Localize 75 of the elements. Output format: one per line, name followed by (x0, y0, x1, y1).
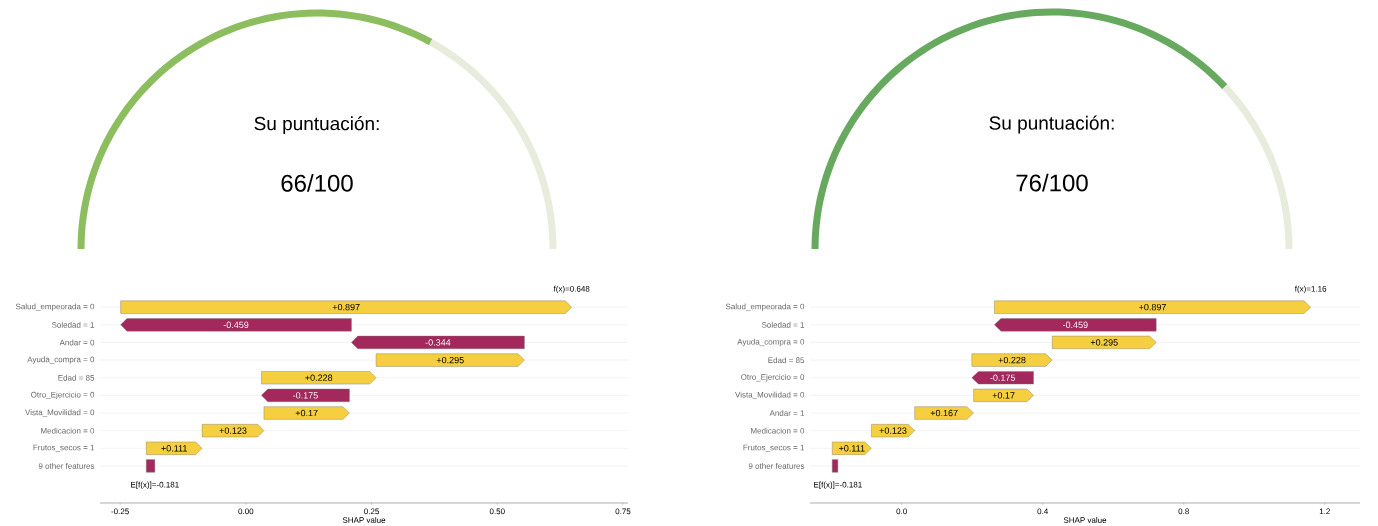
bar (146, 459, 156, 473)
x-axis-title: SHAP value (342, 517, 386, 523)
bar (261, 371, 377, 385)
data-label: -0.344 (425, 339, 451, 346)
text: Su puntuación: (254, 116, 379, 135)
data-label: +0.17 (295, 409, 318, 417)
y-tick-label: 9 other features (748, 463, 805, 469)
bar (120, 318, 352, 332)
y-tick-label: Ayuda_compra = 0 (27, 356, 95, 364)
data-label: +0.123 (219, 427, 247, 434)
data-label: +0.897 (1139, 303, 1166, 311)
y-tick-label: 9 other features (38, 463, 95, 469)
bar (973, 388, 1034, 402)
data-label: +0.295 (436, 356, 464, 364)
x-tick-label: 0.75 (615, 508, 631, 515)
y-tick-label: Medicacion = 0 (41, 427, 95, 434)
text: 76/100 (1016, 173, 1088, 192)
y-tick-label: Vista_Movilidad = 0 (25, 409, 95, 417)
text: E[f(x)]=-0.181 (131, 481, 179, 490)
bar (351, 335, 525, 349)
y-tick-label: Frutos_secos = 1 (33, 444, 95, 452)
y-tick-label: Edad = 85 (58, 374, 95, 381)
y-tick-label: Ayuda_compra = 0 (737, 338, 805, 347)
y-tick-label: Vista_Movilidad = 0 (735, 391, 805, 400)
text: E[f(x)]=-0.181 (814, 481, 862, 490)
x-tick-label: 0.0 (896, 508, 907, 515)
y-tick-label: Otro_Ejercicio = 0 (741, 373, 805, 382)
bar (971, 371, 1034, 385)
data-label: +0.17 (992, 392, 1015, 399)
y-tick-label: Soledad = 1 (51, 321, 95, 328)
bar (994, 300, 1311, 314)
bar (263, 406, 350, 420)
bar (1052, 335, 1157, 349)
bar (120, 300, 572, 314)
bar (832, 459, 839, 473)
bar (201, 424, 265, 438)
data-label: +0.897 (332, 303, 360, 311)
bar (261, 388, 350, 402)
x-tick-label: 0.25 (364, 508, 379, 515)
bar (994, 318, 1157, 332)
x-tick-label: 0.8 (1178, 508, 1189, 515)
data-label: -0.175 (990, 374, 1016, 381)
data-label: -0.459 (223, 321, 249, 328)
x-tick-label: 0.4 (1037, 508, 1049, 515)
data-label: +0.295 (1090, 339, 1118, 346)
x-axis-title: SHAP value (1063, 517, 1107, 523)
text: f(x)=0.648 (553, 285, 590, 294)
data-label: +0.167 (930, 409, 958, 417)
x-tick-label: 0.50 (489, 508, 505, 515)
data-label: +0.228 (998, 356, 1026, 364)
bar (146, 441, 203, 455)
x-tick-label: -0.25 (111, 508, 129, 515)
y-tick-label: Edad = 85 (768, 357, 805, 364)
data-label: -0.175 (293, 392, 318, 399)
data-label: -0.459 (1062, 321, 1088, 328)
text: 66/100 (281, 174, 353, 192)
bar (914, 406, 974, 420)
bar (971, 353, 1053, 367)
data-label: +0.111 (839, 445, 865, 452)
y-tick-label: Andar = 1 (769, 410, 805, 416)
y-tick-label: Salud_empeorada = 0 (725, 303, 805, 311)
y-tick-label: Andar = 0 (59, 339, 95, 346)
bar (375, 353, 525, 367)
text: Su puntuación: (989, 115, 1114, 134)
text: f(x)=1.16 (1294, 285, 1327, 294)
x-tick-label: 0.00 (238, 508, 254, 515)
y-tick-label: Soledad = 1 (761, 321, 805, 328)
y-tick-label: Salud_empeorada = 0 (15, 303, 95, 311)
y-tick-label: Otro_Ejercicio = 0 (31, 391, 95, 400)
data-label: +0.111 (161, 445, 187, 452)
data-label: +0.228 (305, 374, 333, 381)
y-tick-label: Frutos_secos = 1 (743, 444, 805, 452)
data-label: +0.123 (879, 427, 907, 434)
y-tick-label: Medicacion = 0 (751, 427, 805, 434)
x-tick-label: 1.2 (1319, 508, 1330, 515)
